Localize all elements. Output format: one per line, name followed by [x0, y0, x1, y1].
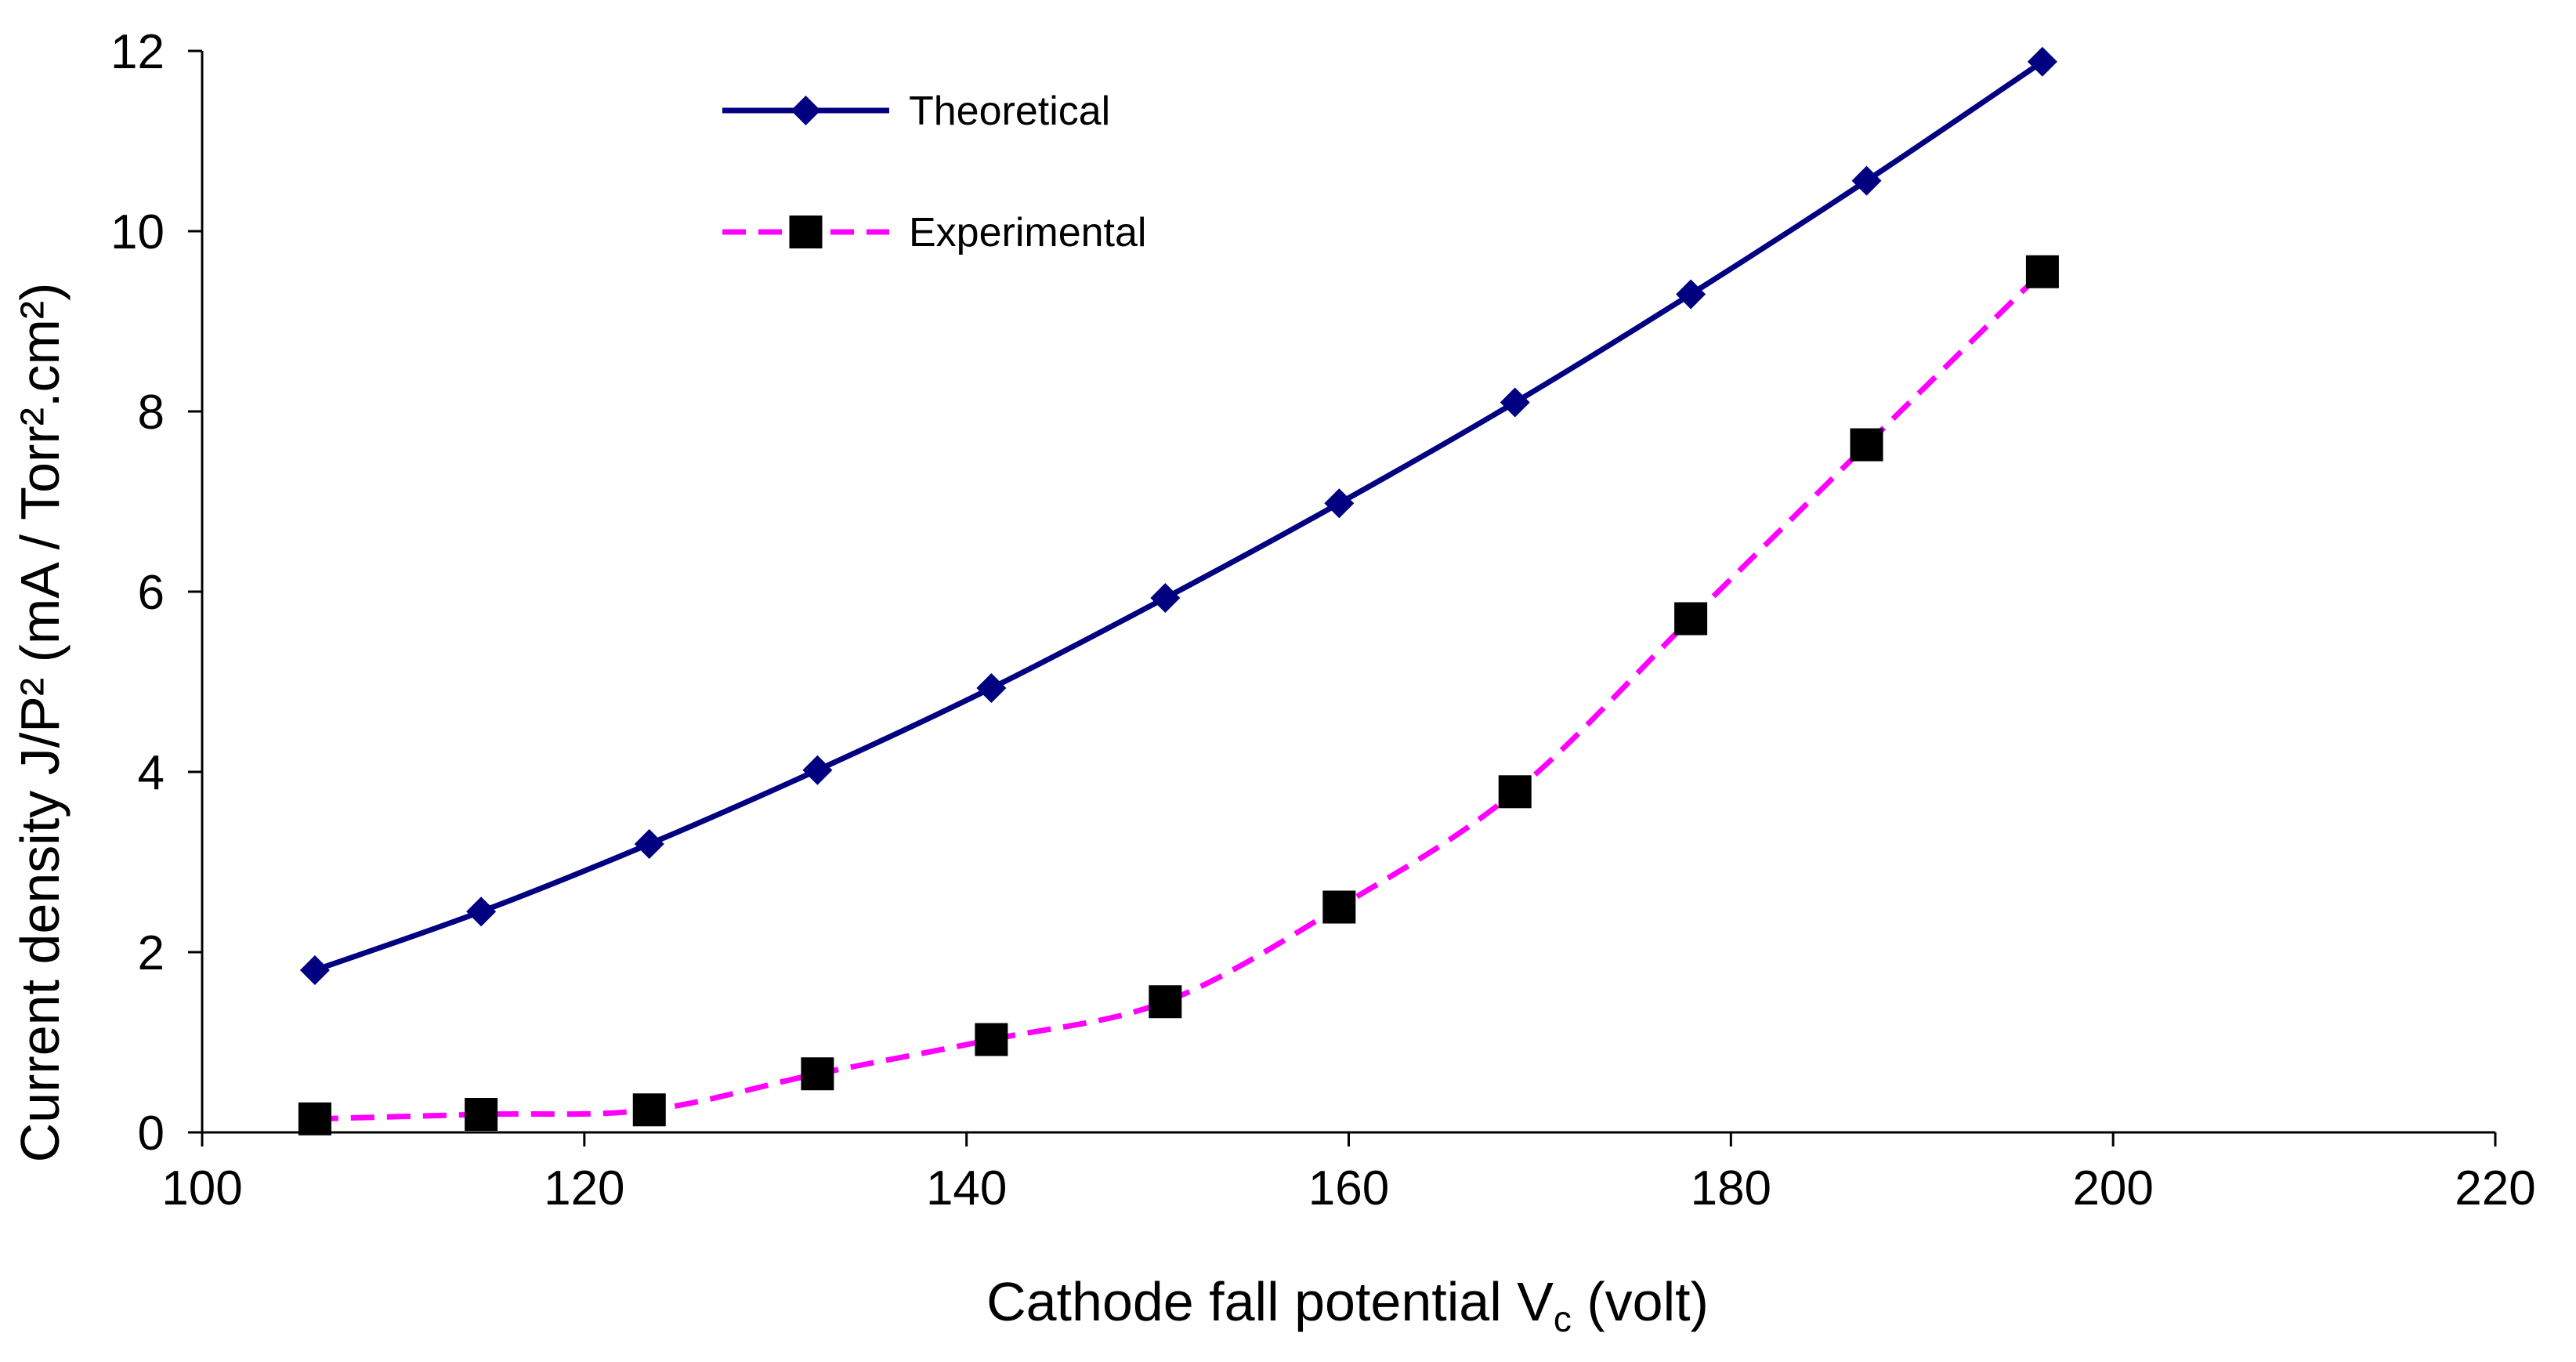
y-tick-label: 2	[138, 926, 165, 980]
y-tick-label: 0	[138, 1107, 165, 1161]
data-point-experimental	[975, 1023, 1008, 1056]
data-point-experimental	[298, 1102, 331, 1136]
x-axis-title-sub: c	[1554, 1299, 1572, 1339]
series-line-theoretical	[313, 59, 2044, 973]
y-tick-label: 6	[138, 566, 165, 620]
data-point-theoretical	[802, 755, 833, 785]
x-tick-label: 180	[1691, 1161, 1771, 1215]
legend-label: Experimental	[909, 210, 1146, 255]
data-point-theoretical	[1500, 387, 1530, 418]
legend-item-experimental: Experimental	[722, 210, 1146, 255]
legend-swatch-marker	[789, 216, 823, 248]
x-tick-label: 100	[161, 1161, 242, 1215]
data-point-experimental	[632, 1093, 666, 1127]
data-point-experimental	[1322, 890, 1356, 924]
data-point-experimental	[1149, 985, 1182, 1019]
legend: Theoretical Experimental	[722, 89, 1146, 255]
y-tick-label: 8	[138, 386, 165, 440]
data-point-theoretical	[299, 955, 330, 985]
data-point-experimental	[2025, 255, 2059, 288]
y-tick-label: 12	[110, 25, 165, 79]
legend-item-theoretical: Theoretical	[722, 89, 1110, 134]
data-point-theoretical	[976, 673, 1007, 704]
data-point-theoretical	[2027, 46, 2057, 77]
x-tick-label: 120	[544, 1161, 624, 1215]
y-tick-label: 10	[110, 205, 165, 259]
legend-label: Theoretical	[909, 89, 1110, 134]
series-line-experimental	[314, 270, 2045, 1122]
data-point-experimental	[1850, 428, 1883, 462]
series-layer	[298, 46, 2059, 1136]
data-point-theoretical	[1676, 279, 1706, 310]
data-point-experimental	[1498, 775, 1532, 809]
data-point-experimental	[1674, 602, 1708, 636]
data-point-experimental	[465, 1098, 498, 1131]
data-point-theoretical	[634, 829, 664, 859]
data-point-theoretical	[1851, 165, 1882, 196]
y-axis-title: Current density J/P² (mA / Torr².cm²)	[9, 283, 71, 1163]
legend-swatch-marker	[791, 96, 821, 125]
series-theoretical	[299, 46, 2057, 985]
data-point-theoretical	[1150, 583, 1181, 614]
x-tick-label: 220	[2455, 1161, 2535, 1215]
x-axis-title: Cathode fall potential Vc (volt)	[986, 1271, 1709, 1339]
x-axis-title-tail: (volt)	[1572, 1271, 1709, 1332]
x-tick-label: 200	[2072, 1161, 2153, 1215]
data-point-experimental	[801, 1057, 834, 1091]
data-point-theoretical	[1324, 488, 1355, 519]
axes: 100 120 140 160 180 200 220 0 2 4 6 8 10 12	[110, 25, 2536, 1215]
x-tick-label: 160	[1308, 1161, 1389, 1215]
series-experimental	[298, 255, 2059, 1136]
x-tick-label: 140	[926, 1161, 1007, 1215]
y-tick-label: 4	[138, 746, 165, 800]
x-axis-title-main: Cathode fall potential V	[986, 1271, 1554, 1332]
data-point-theoretical	[466, 897, 497, 927]
